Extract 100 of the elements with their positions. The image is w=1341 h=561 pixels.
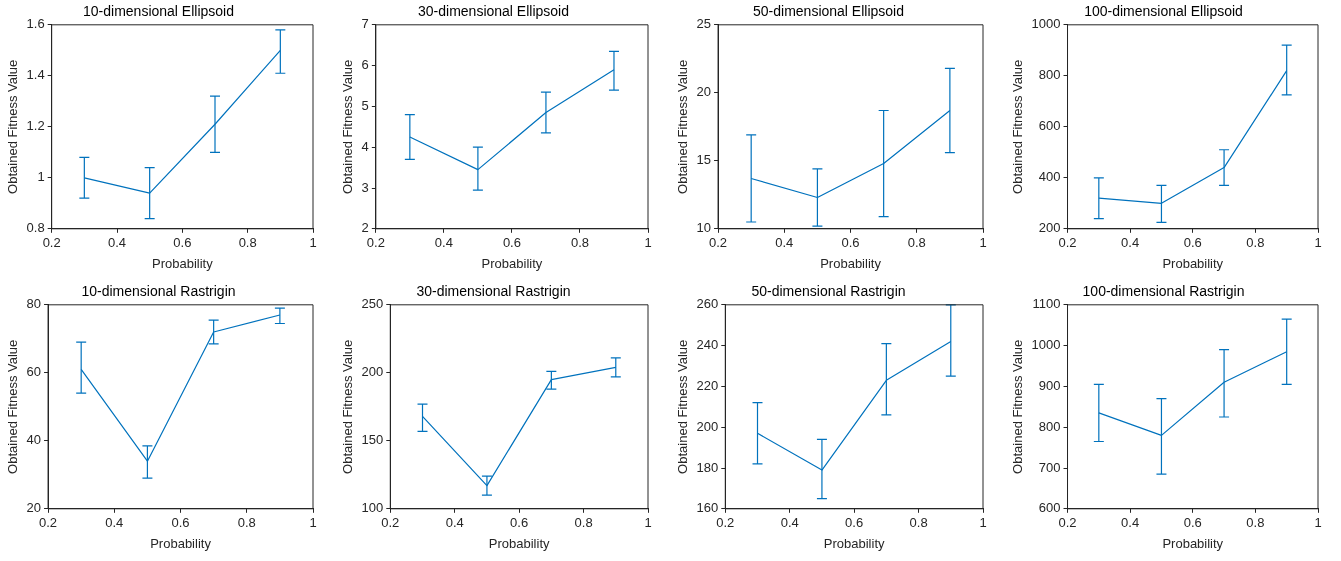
y-tick-label: 800 — [1038, 418, 1061, 434]
x-tick-label: 0.4 — [775, 235, 794, 251]
x-tick-label: 0.4 — [105, 515, 124, 531]
y-axis-title: Obtained Fitness Value — [340, 59, 356, 194]
chart-title: 50-dimensional Ellipsoid — [753, 3, 904, 20]
y-tick-label: 160 — [696, 500, 719, 516]
y-tick-label: 4 — [361, 138, 369, 154]
y-tick-label: 220 — [696, 377, 719, 393]
x-axis-title: Probability — [488, 535, 550, 551]
x-tick-label: 1 — [979, 235, 987, 251]
x-tick-label: 0.4 — [780, 515, 799, 531]
x-tick-label: 0.6 — [502, 235, 521, 251]
y-tick-label: 1100 — [1032, 296, 1061, 312]
y-tick-label: 600 — [1038, 118, 1061, 134]
x-tick-label: 1 — [1314, 235, 1322, 251]
y-tick-label: 600 — [1038, 500, 1061, 516]
y-tick-label: 20 — [26, 500, 42, 516]
x-tick-label: 0.8 — [909, 515, 928, 531]
chart-title: 10-dimensional Rastrigin — [81, 283, 236, 300]
y-axis-title: Obtained Fitness Value — [1010, 59, 1026, 194]
y-tick-label: 200 — [696, 418, 719, 434]
x-tick-label: 0.2 — [42, 235, 61, 251]
y-tick-label: 1.2 — [26, 118, 45, 134]
x-tick-label: 0.6 — [1183, 515, 1202, 531]
y-tick-label: 240 — [696, 337, 719, 353]
y-tick-label: 200 — [361, 364, 384, 380]
x-tick-label: 0.8 — [1246, 515, 1265, 531]
x-tick-label: 0.6 — [171, 515, 190, 531]
chart-title: 10-dimensional Ellipsoid — [83, 3, 234, 20]
x-tick-label: 0.2 — [366, 235, 385, 251]
y-tick-label: 2 — [361, 220, 369, 236]
y-tick-label: 25 — [696, 16, 712, 32]
chart-title: 100-dimensional Rastrigin — [1082, 283, 1245, 300]
x-tick-label: 0.6 — [845, 515, 864, 531]
x-tick-label: 0.6 — [510, 515, 529, 531]
y-tick-label: 7 — [361, 16, 369, 32]
x-tick-label: 1 — [644, 235, 652, 251]
x-tick-label: 0.4 — [434, 235, 453, 251]
y-axis-title: Obtained Fitness Value — [5, 339, 21, 474]
y-tick-label: 0.8 — [26, 220, 45, 236]
x-tick-label: 0.8 — [574, 515, 593, 531]
y-tick-label: 20 — [696, 84, 712, 100]
y-tick-label: 800 — [1038, 67, 1061, 83]
y-tick-label: 1.6 — [26, 16, 45, 32]
y-tick-label: 6 — [361, 57, 369, 73]
y-tick-label: 10 — [696, 220, 712, 236]
y-tick-label: 400 — [1038, 169, 1061, 185]
x-tick-label: 0.2 — [716, 515, 735, 531]
x-tick-label: 0.2 — [709, 235, 728, 251]
y-tick-label: 260 — [696, 296, 719, 312]
x-tick-label: 1 — [979, 515, 987, 531]
y-axis-title: Obtained Fitness Value — [1010, 339, 1026, 474]
y-tick-label: 3 — [361, 179, 369, 195]
x-axis-title: Probability — [823, 535, 885, 551]
y-tick-label: 200 — [1038, 220, 1061, 236]
x-tick-label: 0.6 — [841, 235, 860, 251]
x-tick-label: 0.8 — [907, 235, 926, 251]
x-tick-label: 0.2 — [381, 515, 400, 531]
y-axis-title: Obtained Fitness Value — [5, 59, 21, 194]
x-axis-title: Probability — [1162, 255, 1224, 271]
x-tick-label: 1 — [1314, 515, 1322, 531]
x-tick-label: 1 — [309, 515, 317, 531]
y-tick-label: 700 — [1038, 459, 1061, 475]
x-tick-label: 0.2 — [1058, 515, 1077, 531]
y-tick-label: 1 — [37, 169, 45, 185]
y-tick-label: 250 — [361, 296, 384, 312]
y-tick-label: 40 — [26, 432, 42, 448]
y-axis-title: Obtained Fitness Value — [675, 59, 691, 194]
x-tick-label: 0.2 — [39, 515, 58, 531]
x-tick-label: 1 — [309, 235, 317, 251]
x-tick-label: 1 — [644, 515, 652, 531]
y-axis-title: Obtained Fitness Value — [340, 339, 356, 474]
y-tick-label: 180 — [696, 459, 719, 475]
y-tick-label: 15 — [696, 152, 712, 168]
x-axis-title: Probability — [481, 255, 543, 271]
y-tick-label: 150 — [361, 432, 384, 448]
x-axis-title: Probability — [151, 255, 214, 271]
x-tick-label: 0.8 — [570, 235, 589, 251]
y-tick-label: 1.4 — [26, 67, 45, 83]
chart-title: 30-dimensional Ellipsoid — [418, 3, 569, 20]
y-tick-label: 80 — [26, 296, 42, 312]
y-tick-label: 100 — [361, 500, 384, 516]
x-tick-label: 0.4 — [1121, 515, 1140, 531]
chart-title: 50-dimensional Rastrigin — [751, 283, 906, 300]
x-axis-title: Probability — [150, 535, 212, 551]
y-tick-label: 1000 — [1031, 16, 1061, 32]
x-tick-label: 0.8 — [238, 235, 257, 251]
x-axis-title: Probability — [820, 255, 882, 271]
x-axis-title: Probability — [1162, 535, 1224, 551]
x-tick-label: 0.2 — [1058, 235, 1077, 251]
x-tick-label: 0.8 — [1246, 235, 1265, 251]
x-tick-label: 0.4 — [107, 235, 127, 251]
x-tick-label: 0.4 — [445, 515, 464, 531]
chart-title: 30-dimensional Rastrigin — [416, 283, 571, 300]
chart-title: 100-dimensional Ellipsoid — [1084, 3, 1243, 20]
x-tick-label: 0.6 — [173, 235, 192, 251]
x-tick-label: 0.6 — [1183, 235, 1202, 251]
x-tick-label: 0.8 — [237, 515, 256, 531]
x-tick-label: 0.4 — [1121, 235, 1140, 251]
y-axis-title: Obtained Fitness Value — [675, 339, 691, 474]
